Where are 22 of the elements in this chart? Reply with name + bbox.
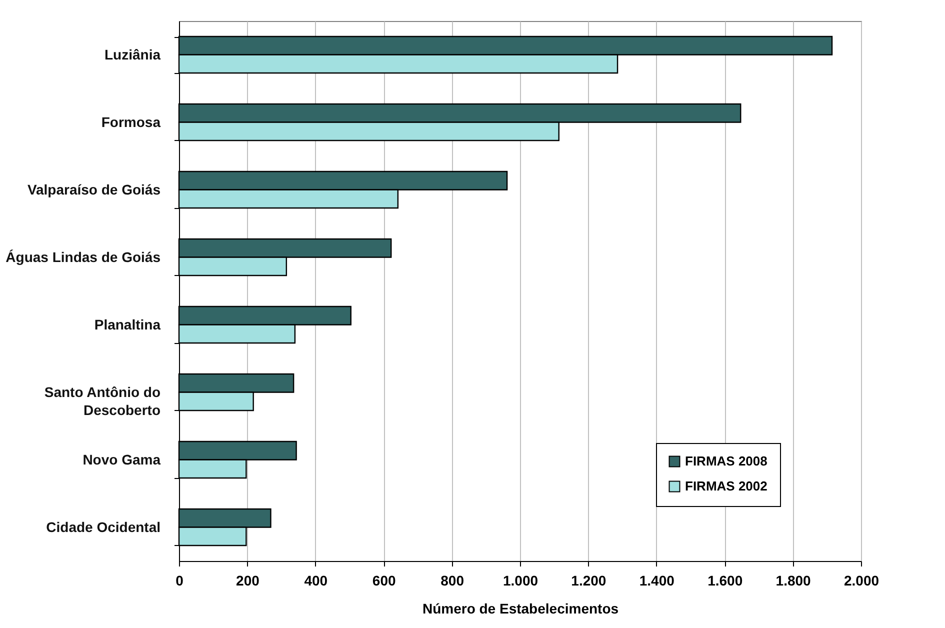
y-tick-label: Planaltina [94, 316, 161, 332]
x-tick-label: 1.200 [571, 572, 606, 588]
x-tick-label: 2.000 [844, 572, 880, 588]
x-tick-label: 600 [372, 572, 396, 588]
y-tick-label: Águas Lindas de Goiás [6, 248, 161, 265]
y-tick-label: Formosa [101, 114, 161, 130]
x-axis-title: Número de Estabelecimentos [422, 600, 619, 616]
x-tick-label: 400 [304, 572, 328, 588]
y-tick-label: Novo Gama [82, 451, 161, 468]
legend-label: FIRMAS 2002 [685, 478, 768, 494]
legend-label: FIRMAS 2008 [685, 454, 768, 468]
x-tick-label: 0 [176, 572, 184, 588]
x-tick-label: 200 [236, 572, 260, 588]
x-tick-label: 800 [440, 572, 464, 588]
x-tick-label: 1.400 [639, 572, 675, 588]
y-tick-label: Cidade Ocidental [46, 518, 160, 535]
y-tick-label: Valparaíso de Goiás [27, 181, 161, 198]
y-tick-label: Santo Antônio do Descoberto [44, 384, 160, 418]
y-tick-label: Luziânia [104, 46, 161, 62]
x-tick-label: 1.800 [776, 572, 812, 588]
x-tick-label: 1.600 [708, 572, 743, 588]
x-tick-label: 1.000 [502, 572, 538, 588]
